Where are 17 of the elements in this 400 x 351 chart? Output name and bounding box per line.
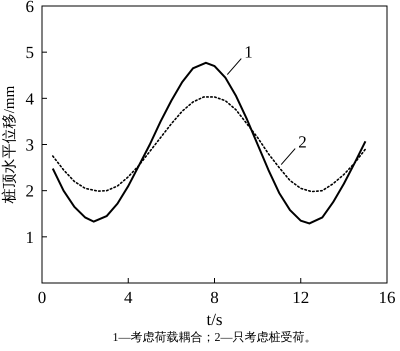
y-tick-label: 5 [26, 43, 34, 62]
x-axis-title: t/s [206, 310, 223, 329]
y-tick-label: 6 [26, 0, 34, 16]
x-tick-label: 16 [378, 288, 396, 307]
series-label: 1 [244, 42, 253, 62]
series-label: 2 [298, 132, 307, 152]
text: 1—考虑荷载耦合；2—只考虑桩受荷。 [112, 330, 316, 344]
x-tick-label: 0 [38, 288, 46, 307]
y-axis-title: 桩顶水平位移/mm [1, 85, 18, 204]
x-tick-label: 8 [210, 288, 219, 307]
x-tick-label: 12 [292, 288, 310, 307]
y-tick-label: 2 [26, 182, 34, 201]
x-tick-label: 4 [124, 288, 133, 307]
y-tick-label: 4 [26, 89, 34, 108]
line-series [52, 62, 366, 224]
y-tick-label: 3 [26, 136, 34, 154]
y-tick-label: 1 [26, 228, 34, 247]
